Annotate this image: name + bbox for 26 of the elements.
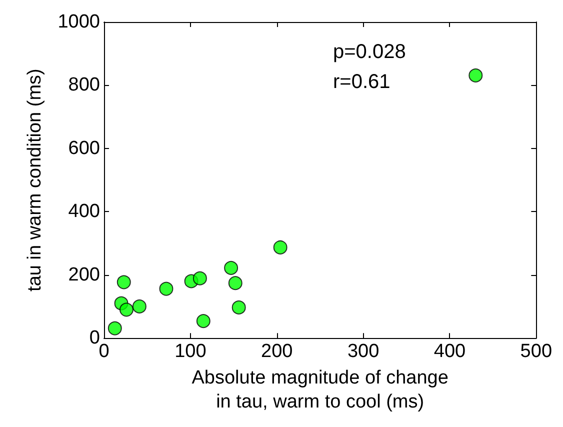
x-tick-label: 400 [434,341,466,362]
y-tick-label: 800 [68,74,100,96]
point [224,260,238,275]
point [232,300,246,314]
x-axis-title: Absolute magnitude of change in tau, warm to cool (ms) [192,368,448,412]
x-tick-label: 100 [174,341,206,362]
x-tick-label: 500 [520,341,552,362]
y-tick-label: 200 [68,264,100,286]
point [119,302,134,317]
y-tick-label: 600 [68,138,100,159]
point [196,314,210,328]
point [132,299,146,314]
annotation: p=0.028 r=0.61 [333,41,406,93]
y-tick-label: 1000 [58,12,100,32]
point [192,271,207,286]
y-tick-label: 400 [68,201,100,222]
point [468,68,483,82]
point [116,275,131,290]
point [228,276,242,290]
x-tick-label: 300 [347,341,380,362]
x-tick-label: 200 [261,341,293,362]
y-axis-title: tau in warm condition (ms) [24,68,46,292]
point [108,321,122,336]
point [273,240,288,254]
point [159,282,174,296]
y-tick-label: 0 [89,328,100,349]
